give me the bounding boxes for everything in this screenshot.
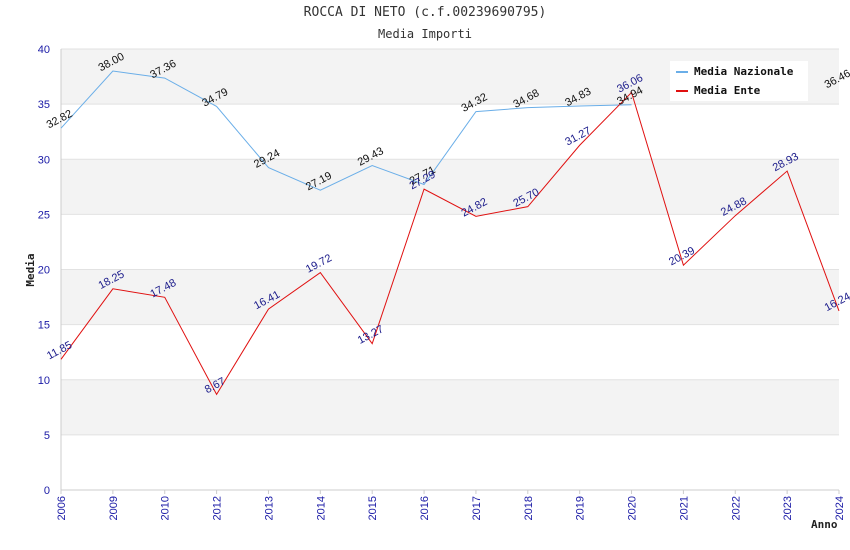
legend-label-nazionale: Media Nazionale xyxy=(694,65,794,78)
axes: 0 5 10 15 20 25 30 35 40 2006 2009 2010 2012 2013 2014… xyxy=(38,44,846,520)
chart-subtitle: Media Importi xyxy=(378,27,472,41)
y-tick-label: 0 xyxy=(44,485,50,497)
series-line-nazionale xyxy=(60,70,632,191)
legend-label-ente: Media Ente xyxy=(694,84,761,97)
legend: Media Nazionale Media Ente xyxy=(670,61,808,101)
chart-title: ROCCA DI NETO (c.f.00239690795) xyxy=(303,5,547,20)
x-tick-label: 2018 xyxy=(523,496,535,520)
grid-bands xyxy=(61,48,839,491)
x-tick-label: 2023 xyxy=(782,496,794,520)
y-tick-label: 35 xyxy=(38,99,50,111)
x-tick-label: 2017 xyxy=(471,496,483,520)
x-tick-label: 2021 xyxy=(678,496,690,520)
series-line-ente xyxy=(60,91,840,396)
grid-band xyxy=(61,159,839,215)
y-tick-label: 15 xyxy=(38,320,50,332)
y-tick-label: 20 xyxy=(38,265,50,277)
grid-band xyxy=(61,269,839,325)
x-tick-label: 2009 xyxy=(108,496,120,520)
x-tick-label: 2010 xyxy=(160,496,172,520)
y-tick-label: 10 xyxy=(38,375,50,387)
grid-band xyxy=(61,434,839,490)
grid-band xyxy=(61,379,839,435)
grid-band xyxy=(61,214,839,270)
grid-band xyxy=(61,104,839,160)
x-tick-label: 2022 xyxy=(730,496,742,520)
y-tick-label: 25 xyxy=(38,209,50,221)
x-tick-label: 2024 xyxy=(834,496,846,520)
series-lines xyxy=(60,70,840,396)
x-tick-label: 2019 xyxy=(575,496,587,520)
legend-swatch-nazionale xyxy=(676,71,688,73)
x-tick-label: 2015 xyxy=(367,496,379,520)
y-axis-label: Media xyxy=(24,253,37,286)
x-axis-label: Anno xyxy=(811,518,838,531)
x-tick-label: 2014 xyxy=(315,496,327,520)
y-tick-label: 40 xyxy=(38,44,50,56)
x-tick-label: 2020 xyxy=(627,496,639,520)
x-tick-label: 2016 xyxy=(419,496,431,520)
y-tick-label: 30 xyxy=(38,154,50,166)
grid-band xyxy=(61,324,839,380)
y-tick-label: 5 xyxy=(44,430,50,442)
x-tick-label: 2012 xyxy=(212,496,224,520)
legend-swatch-ente xyxy=(676,90,688,92)
x-tick-label: 2006 xyxy=(56,496,68,520)
x-tick-label: 2013 xyxy=(263,496,275,520)
